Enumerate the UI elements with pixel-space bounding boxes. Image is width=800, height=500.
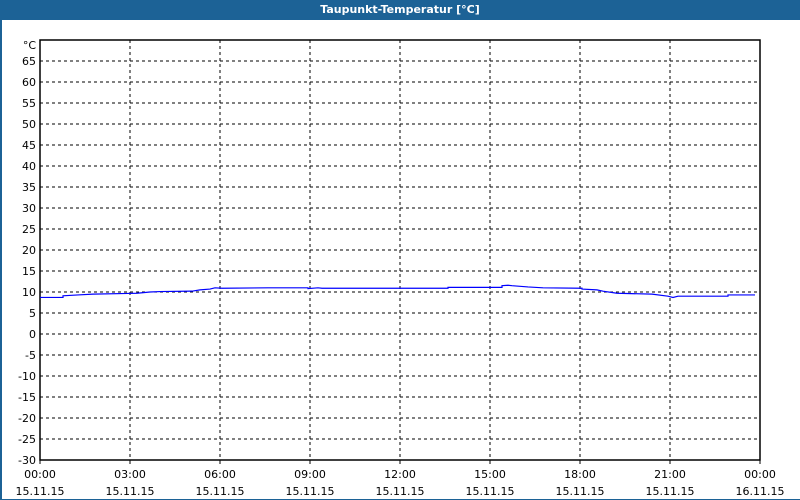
- y-tick-label: -10: [18, 370, 36, 383]
- y-tick-label: 0: [29, 328, 36, 341]
- plot-frame: [39, 39, 761, 461]
- x-tick-date: 15.11.15: [286, 485, 335, 498]
- y-tick-label: 45: [22, 139, 36, 152]
- x-tick-date: 15.11.15: [106, 485, 155, 498]
- x-tick-time: 12:00: [384, 468, 416, 481]
- y-tick-label: 10: [22, 286, 36, 299]
- x-tick-time: 06:00: [204, 468, 236, 481]
- y-tick-label: 15: [22, 265, 36, 278]
- x-tick-time: 15:00: [474, 468, 506, 481]
- x-tick-time: 09:00: [294, 468, 326, 481]
- window-title: Taupunkt-Temperatur [°C]: [0, 0, 800, 20]
- x-tick-time: 03:00: [114, 468, 146, 481]
- y-tick-label: 30: [22, 202, 36, 215]
- x-tick-time: 18:00: [564, 468, 596, 481]
- x-tick-date: 15.11.15: [556, 485, 605, 498]
- dew-point-line: [40, 284, 755, 299]
- y-tick-label: -20: [18, 412, 36, 425]
- x-tick-time: 00:00: [744, 468, 776, 481]
- x-tick-date: 15.11.15: [376, 485, 425, 498]
- x-tick-date: 15.11.15: [466, 485, 515, 498]
- y-tick-label: 35: [22, 181, 36, 194]
- x-tick-date: 15.11.15: [16, 485, 65, 498]
- y-tick-label: 55: [22, 97, 36, 110]
- y-tick-label: 50: [22, 118, 36, 131]
- y-tick-label: -15: [18, 391, 36, 404]
- y-tick-label: 40: [22, 160, 36, 173]
- y-tick-label: 5: [29, 307, 36, 320]
- y-tick-label: 65: [22, 55, 36, 68]
- y-tick-label: 60: [22, 76, 36, 89]
- x-tick-time: 00:00: [24, 468, 56, 481]
- x-tick-date: 15.11.15: [646, 485, 695, 498]
- x-tick-time: 21:00: [654, 468, 686, 481]
- y-tick-label: -25: [18, 433, 36, 446]
- y-axis-unit: °C: [23, 39, 37, 52]
- x-tick-date: 15.11.15: [196, 485, 245, 498]
- x-tick-date: 16.11.15: [736, 485, 785, 498]
- y-tick-label: -30: [18, 454, 36, 467]
- y-tick-label: -5: [25, 349, 36, 362]
- y-tick-label: 20: [22, 244, 36, 257]
- y-tick-label: 25: [22, 223, 36, 236]
